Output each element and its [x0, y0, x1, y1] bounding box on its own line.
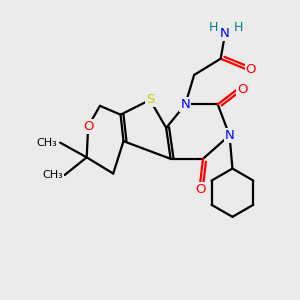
Text: N: N: [220, 27, 230, 40]
Text: O: O: [237, 83, 247, 96]
Text: S: S: [146, 93, 154, 106]
Text: N: N: [181, 98, 190, 111]
Text: H: H: [209, 21, 219, 34]
Text: CH₃: CH₃: [42, 170, 63, 180]
Text: H: H: [234, 21, 243, 34]
Text: N: N: [225, 129, 234, 142]
Text: O: O: [83, 120, 93, 133]
Text: CH₃: CH₃: [36, 138, 57, 148]
Text: O: O: [195, 183, 205, 196]
Text: O: O: [246, 62, 256, 76]
